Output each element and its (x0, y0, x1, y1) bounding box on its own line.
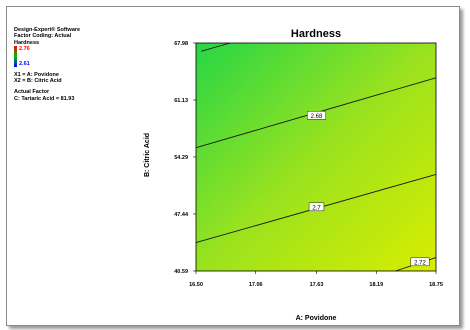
contour-line-4 (201, 42, 231, 52)
legend-high-value: 2.76 (19, 45, 30, 52)
legend-gradient-bar (14, 45, 17, 67)
legend-color-scale: 2.76 2.61 (14, 45, 80, 67)
contour-label-box-2 (308, 202, 325, 212)
y-tick-label-2: 47.44 (174, 212, 189, 218)
legend-low-value: 2.61 (19, 60, 30, 67)
contour-label-box-1 (307, 111, 326, 120)
legend-actual-value: C: Tartaric Acid = 81.93 (14, 95, 75, 102)
x-tick-label-2: 17.06 (249, 282, 263, 288)
y-tick-label-5: 67.98 (174, 41, 188, 47)
y-tick-label-4: 61.13 (174, 98, 188, 104)
legend-coding: Factor Coding: Actual (14, 33, 72, 40)
x-tick-label-3: 17.63 (310, 282, 324, 288)
legend-response: Hardness (14, 39, 40, 46)
y-tick-label-1: 40.59 (174, 269, 188, 275)
contour-label-2: 2.7 (312, 205, 321, 211)
contour-label-1: 2.68 (311, 114, 323, 120)
legend-factor-x1: X1 = A: Povidone (14, 71, 59, 78)
y-axis-label: B: Citric Acid (144, 133, 151, 177)
legend-software: Design-Expert® Software (14, 27, 81, 33)
y-tick-label-3: 54.29 (174, 155, 188, 161)
x-tick-label-4: 18.19 (369, 282, 383, 288)
plot-area (196, 43, 436, 271)
x-tick-label-5: 18.75 (429, 282, 443, 288)
x-tick-label-1: 16.50 (189, 282, 203, 288)
legend-actual-title: Actual Factor (14, 89, 50, 96)
contour-label-3: 2.72 (414, 260, 426, 266)
chart-title: Hardness (291, 28, 341, 40)
legend-factor-x2: X2 = B: Citric Acid (14, 78, 62, 85)
contour-label-box-3 (410, 257, 430, 267)
legend-panel: Design-Expert® Software Factor Coding: A… (14, 27, 80, 102)
x-axis-label: A: Povidone (296, 315, 337, 322)
